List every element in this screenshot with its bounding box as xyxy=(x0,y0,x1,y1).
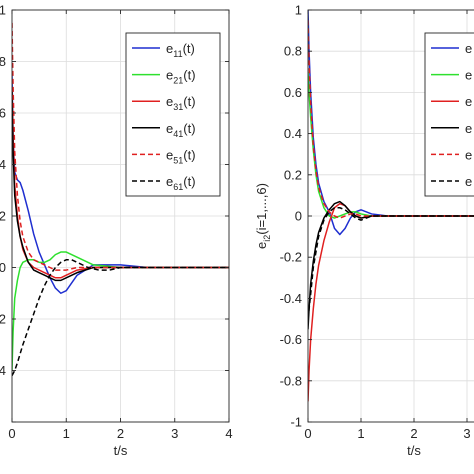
legend-label-main: e xyxy=(166,174,173,189)
legend-label-subscript: 51 xyxy=(173,155,183,165)
legend-box xyxy=(125,32,221,197)
y-tick-label: -0.8 xyxy=(280,373,302,388)
y-axis-label-rest: (i=1,...,6) xyxy=(254,183,269,235)
series-line-5 xyxy=(12,22,229,271)
y-tick-label: .2 xyxy=(0,209,6,224)
x-tick-label: 2 xyxy=(410,426,417,441)
y-axis-label-subscript: i2 xyxy=(262,235,272,242)
legend-label-2: e21(t) xyxy=(166,68,196,86)
y-tick-label: 0.2 xyxy=(284,167,302,182)
legend-label-suffix: (t) xyxy=(183,41,195,56)
legend-label-suffix: (t) xyxy=(183,68,195,83)
y-tick-label: -0.6 xyxy=(280,332,302,347)
legend-label-main: e xyxy=(465,41,472,56)
y-tick-label: -0.2 xyxy=(280,250,302,265)
x-axis-label: t/s xyxy=(114,443,128,458)
y-tick-label: 0.8 xyxy=(284,44,302,59)
legend-label-3: e xyxy=(465,94,472,109)
legend-label-suffix: (t) xyxy=(183,121,195,136)
y-tick-label: 1 xyxy=(295,3,302,18)
legend-label-main: e xyxy=(465,147,472,162)
legend-label-main: e xyxy=(166,41,173,56)
y-tick-label: 0.4 xyxy=(284,126,302,141)
y-tick-label: 0 xyxy=(0,260,6,275)
legend-label-main: e xyxy=(166,121,173,136)
legend-label-4: e xyxy=(465,121,472,136)
y-tick-label: -1 xyxy=(290,415,302,430)
x-tick-label: 1 xyxy=(63,426,70,441)
legend-label-main: e xyxy=(166,68,173,83)
series-group xyxy=(308,10,474,402)
legend-label-main: e xyxy=(166,147,173,162)
x-tick-label: 3 xyxy=(463,426,470,441)
legend-box xyxy=(424,32,474,197)
legend-label-subscript: 61 xyxy=(173,182,183,192)
legend-label-suffix: (t) xyxy=(183,174,195,189)
legend-label-1: e11(t) xyxy=(166,41,195,59)
y-tick-label: -0.4 xyxy=(280,291,302,306)
legend-label-3: e31(t) xyxy=(166,94,196,112)
series-line-4 xyxy=(308,200,474,330)
legend-label-6: e61(t) xyxy=(166,174,196,192)
y-axis-label-main: e xyxy=(254,242,269,249)
legend-label-1: e xyxy=(465,41,472,56)
x-axis-label: t/s xyxy=(407,443,421,458)
legend-label-main: e xyxy=(465,121,472,136)
series-line-1 xyxy=(12,74,229,294)
x-tick-label: 0 xyxy=(8,426,15,441)
x-tick-label: 4 xyxy=(225,426,232,441)
legend-label-4: e41(t) xyxy=(166,121,196,139)
y-tick-label: .6 xyxy=(0,106,6,121)
series-line-6 xyxy=(12,259,229,376)
legend-label-suffix: (t) xyxy=(183,147,195,162)
y-tick-label: .2 xyxy=(0,312,6,327)
legend-label-6: e xyxy=(465,174,472,189)
series-line-6 xyxy=(308,207,474,320)
legend-label-subscript: 21 xyxy=(173,76,183,86)
left-chart-panel: 01234.4.20.2.4.6.81t/se11(t)e21(t)e31(t)… xyxy=(0,3,233,459)
legend-label-main: e xyxy=(465,68,472,83)
legend-label-main: e xyxy=(166,94,173,109)
x-tick-label: 3 xyxy=(171,426,178,441)
x-tick-label: 1 xyxy=(357,426,364,441)
legend: e11(t)e21(t)e31(t)e41(t)e51(t)e61(t) xyxy=(125,32,221,197)
legend-label-subscript: 11 xyxy=(173,49,182,59)
y-tick-label: 1 xyxy=(0,3,6,18)
series-group xyxy=(12,22,229,376)
legend-label-2: e xyxy=(465,68,472,83)
y-tick-label: .8 xyxy=(0,54,6,69)
legend-label-main: e xyxy=(465,94,472,109)
x-tick-label: 2 xyxy=(117,426,124,441)
legend-label-5: e51(t) xyxy=(166,147,196,165)
y-tick-label: .4 xyxy=(0,363,6,378)
legend-label-suffix: (t) xyxy=(183,94,195,109)
legend-label-subscript: 41 xyxy=(173,129,183,139)
legend-label-main: e xyxy=(465,174,472,189)
legend-label-subscript: 31 xyxy=(173,102,183,112)
legend-label-5: e xyxy=(465,147,472,162)
x-tick-label: 0 xyxy=(304,426,311,441)
y-tick-label: 0.6 xyxy=(284,85,302,100)
y-tick-label: .4 xyxy=(0,157,6,172)
y-axis-label: ei2(i=1,...,6) xyxy=(254,183,272,249)
y-tick-label: 0 xyxy=(295,209,302,224)
right-chart-panel: 0 1 2 3 -1 -0.8 -0.6 -0.4 -0.2 0 0.2 0.4 0.6 0.8 1 t/s e… xyxy=(254,3,474,458)
